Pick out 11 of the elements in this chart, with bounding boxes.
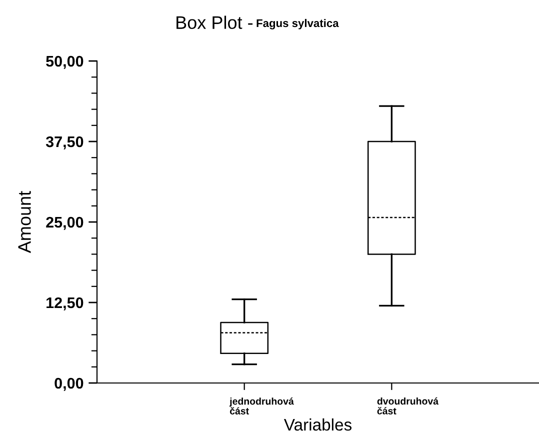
chart-subtitle: Fagus sylvatica bbox=[256, 18, 339, 30]
y-tick-label: 0,00 bbox=[54, 378, 84, 391]
y-tick-label: 12,50 bbox=[46, 297, 84, 310]
x-tick-label: jednodruhová část bbox=[229, 397, 294, 414]
y-axis-title: Amount bbox=[18, 191, 31, 254]
x-tick-label: dvoudruhová část bbox=[377, 397, 439, 414]
y-tick-label: 37,50 bbox=[46, 136, 84, 150]
x-axis-title: Variables bbox=[284, 418, 352, 431]
y-tick-label: 25,00 bbox=[46, 216, 84, 230]
y-tick-label: 50,00 bbox=[46, 56, 84, 69]
chart-title: Box Plot - bbox=[176, 16, 253, 29]
